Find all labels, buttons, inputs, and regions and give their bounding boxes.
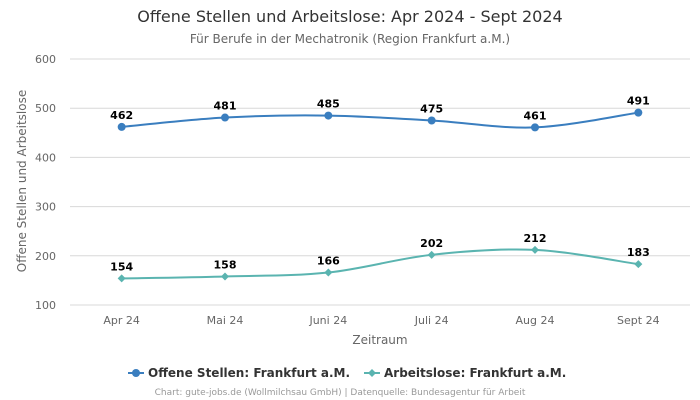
x-tick-label: Aug 24 [516,314,555,327]
data-label: 481 [214,100,237,113]
data-point [531,123,539,132]
chart-subtitle: Für Berufe in der Mechatronik (Region Fr… [190,32,510,46]
data-point [221,113,229,122]
y-tick-label: 100 [35,299,56,312]
data-label: 475 [420,103,443,116]
legend-marker [368,369,376,377]
legend-label: Offene Stellen: Frankfurt a.M. [148,366,350,380]
data-label: 158 [214,258,237,271]
data-label: 202 [420,237,443,250]
data-point [427,116,436,125]
data-point [324,111,333,120]
chart-credits: Chart: gute-jobs.de (Wollmilchsau GmbH) … [155,388,526,398]
y-tick-label: 500 [35,102,56,115]
series-line [121,111,639,129]
data-label: 461 [524,109,547,122]
data-point [531,245,539,254]
x-tick-label: Apr 24 [103,314,140,327]
x-tick-label: Juli 24 [414,314,449,327]
legend-label: Arbeitslose: Frankfurt a.M. [384,366,566,380]
x-tick-label: Sept 24 [617,314,660,327]
series-layer [117,108,643,283]
data-label: 491 [627,95,650,108]
x-axis-title: Zeitraum [352,333,407,347]
legend: Offene Stellen: Frankfurt a.M. Arbeitslos… [128,366,566,380]
data-point [221,272,229,281]
data-point [117,274,126,283]
y-axis-title: Offene Stellen und Arbeitslose [15,90,29,272]
x-tick-label: Juni 24 [308,314,347,327]
data-point [117,122,126,131]
data-label: 166 [317,255,340,268]
data-label: 183 [627,246,650,259]
y-axis: 100 200 300 400 500 600 [35,53,56,312]
data-label: 485 [317,98,340,111]
grid-layer [70,58,690,306]
chart-title: Offene Stellen und Arbeitslose: Apr 2024… [137,7,562,26]
x-tick-label: Mai 24 [207,314,244,327]
data-label: 212 [524,232,547,245]
data-point [324,268,333,277]
y-tick-label: 400 [35,151,56,164]
y-tick-label: 600 [35,53,56,66]
y-tick-label: 300 [35,201,56,214]
x-axis: Apr 24 Mai 24 Juni 24 Juli 24 Aug 24 Sept 24 [103,314,659,327]
data-label: 154 [110,260,133,273]
data-point [634,260,643,269]
legend-marker [132,369,140,377]
data-point [427,250,436,259]
y-tick-label: 200 [35,250,56,263]
data-point [634,108,643,117]
series-line [121,248,639,280]
data-labels: 462 481 485 475 461 491 154 158 166 202 212 183 [110,95,650,274]
data-label: 462 [110,109,133,122]
